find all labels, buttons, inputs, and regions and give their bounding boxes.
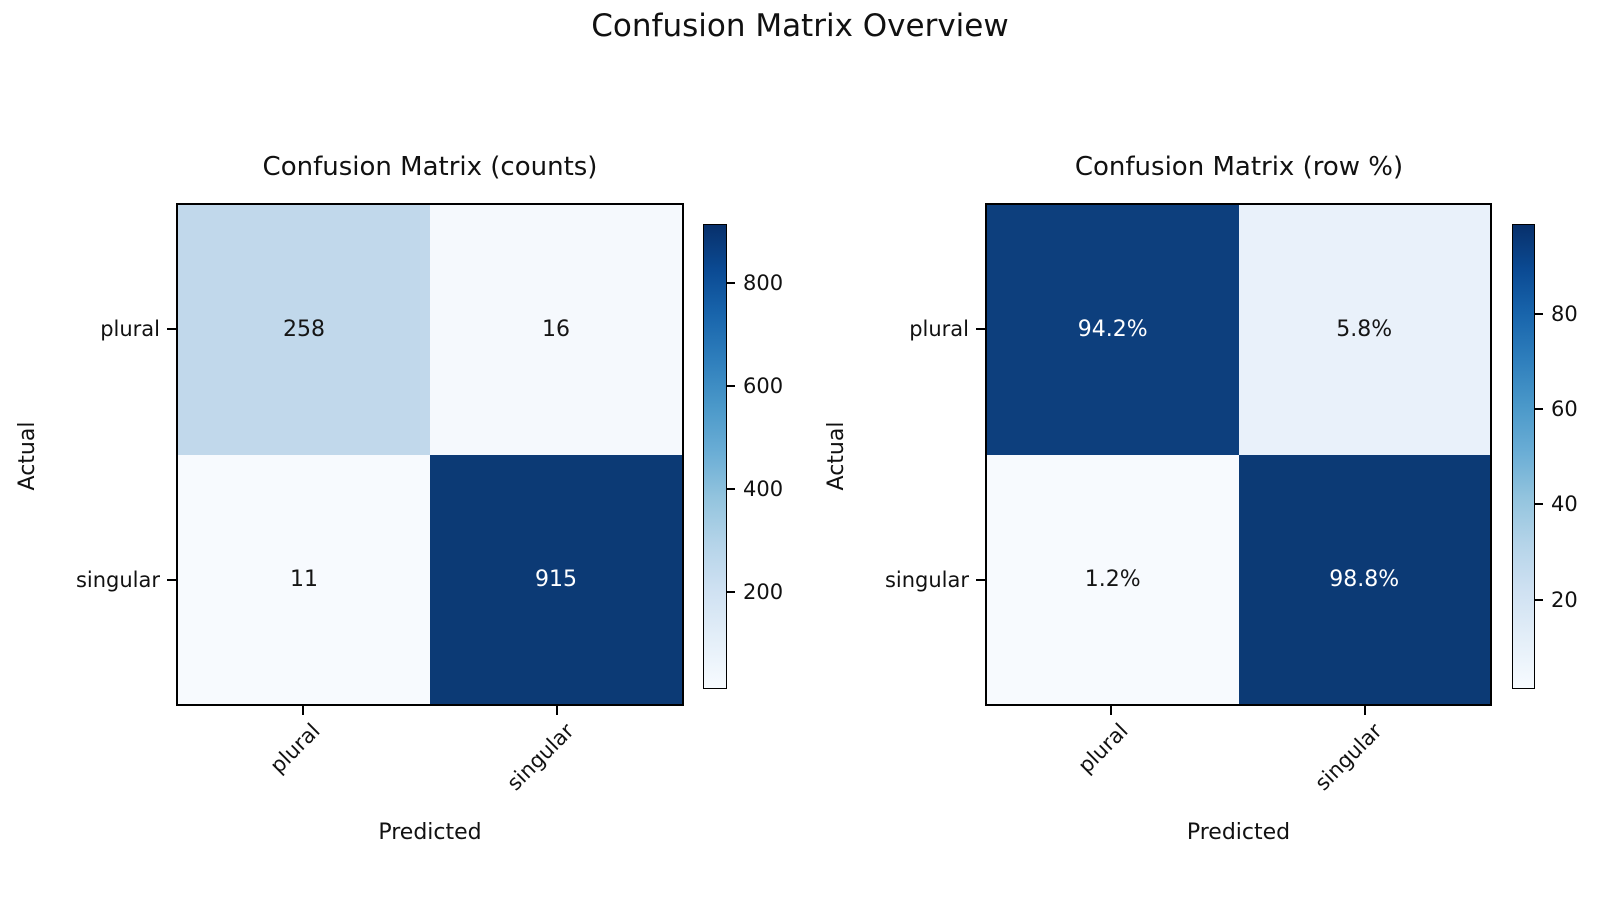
subplot-title-rowpct: Confusion Matrix (row %) — [1074, 152, 1404, 182]
colorbar-tick-mark — [727, 282, 735, 284]
colorbar-tick-label: 400 — [743, 477, 784, 501]
colorbar-tick-label: 600 — [743, 374, 784, 398]
x-tick-mark — [556, 706, 558, 715]
heatmap-rowpct: 94.2% 5.8% 1.2% 98.8% — [985, 203, 1492, 706]
colorbar-tick-mark — [1535, 599, 1543, 601]
colorbar-tick-label: 20 — [1551, 588, 1578, 612]
colorbar-rowpct — [1512, 224, 1535, 689]
x-tick-mark — [302, 706, 304, 715]
colorbar-tick-label: 800 — [743, 271, 784, 295]
x-tick-label: plural — [1073, 718, 1133, 778]
y-tick-mark — [167, 579, 176, 581]
y-axis-label: Actual — [824, 421, 849, 491]
colorbar-tick-mark — [727, 488, 735, 490]
x-axis-label: Predicted — [1186, 820, 1291, 845]
subplot-title-counts: Confusion Matrix (counts) — [262, 152, 598, 182]
heatmap-cell: 5.8% — [1238, 205, 1490, 455]
x-tick-label: plural — [265, 718, 325, 778]
x-tick-mark — [1364, 706, 1366, 715]
colorbar-tick-label: 60 — [1551, 397, 1578, 421]
y-tick-label: plural — [909, 317, 969, 341]
colorbar-tick-mark — [727, 385, 735, 387]
figure-title: Confusion Matrix Overview — [591, 8, 1009, 44]
y-tick-label: singular — [75, 568, 160, 592]
colorbar-tick-label: 40 — [1551, 492, 1578, 516]
heatmap-cell: 98.8% — [1238, 454, 1490, 704]
y-tick-mark — [976, 579, 985, 581]
x-tick-label: singular — [1310, 718, 1387, 796]
y-tick-label: plural — [100, 317, 160, 341]
heatmap-cell: 1.2% — [987, 454, 1239, 704]
colorbar-tick-label: 80 — [1551, 302, 1578, 326]
y-axis-label: Actual — [15, 421, 40, 491]
x-tick-label: singular — [502, 718, 579, 796]
colorbar-tick-label: 200 — [743, 580, 784, 604]
heatmap-cell: 94.2% — [987, 205, 1239, 455]
colorbar-tick-mark — [1535, 313, 1543, 315]
heatmap-cell: 258 — [178, 205, 430, 455]
x-axis-label: Predicted — [378, 820, 482, 845]
colorbar-tick-mark — [1535, 408, 1543, 410]
colorbar-tick-mark — [727, 591, 735, 593]
x-tick-mark — [1110, 706, 1112, 715]
y-tick-mark — [167, 328, 176, 330]
heatmap-counts: 258 16 11 915 — [176, 203, 684, 706]
heatmap-cell: 11 — [178, 454, 430, 704]
colorbar-counts — [703, 224, 727, 689]
y-tick-label: singular — [884, 568, 969, 592]
y-tick-mark — [976, 328, 985, 330]
colorbar-tick-mark — [1535, 503, 1543, 505]
heatmap-cell: 16 — [430, 205, 682, 455]
heatmap-cell: 915 — [430, 454, 682, 704]
